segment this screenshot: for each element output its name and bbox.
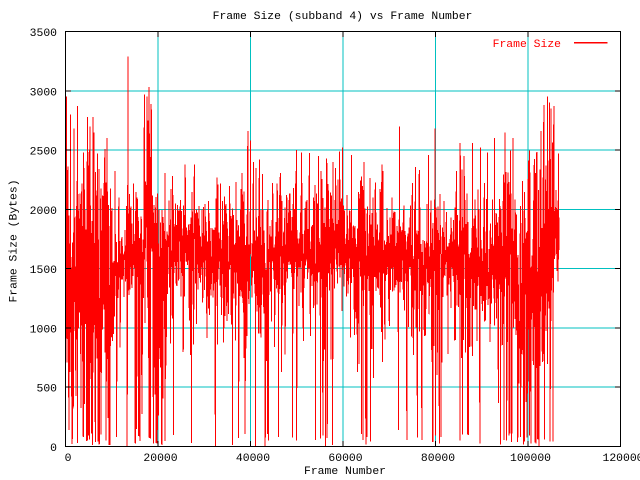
svg-text:40000: 40000 <box>236 453 270 465</box>
svg-text:1500: 1500 <box>30 265 58 277</box>
svg-text:100000: 100000 <box>510 453 551 465</box>
svg-text:Frame Size (subband 4) vs Fram: Frame Size (subband 4) vs Frame Number <box>213 11 473 23</box>
svg-text:500: 500 <box>36 384 57 396</box>
svg-text:0: 0 <box>65 453 72 465</box>
svg-text:120000: 120000 <box>602 453 640 465</box>
svg-text:Frame Size (Bytes): Frame Size (Bytes) <box>9 179 21 302</box>
svg-text:1000: 1000 <box>30 324 58 336</box>
svg-text:80000: 80000 <box>421 453 455 465</box>
svg-text:0: 0 <box>50 443 57 455</box>
svg-text:3500: 3500 <box>30 28 58 40</box>
svg-text:2500: 2500 <box>30 147 58 159</box>
svg-text:60000: 60000 <box>328 453 362 465</box>
svg-text:3000: 3000 <box>30 87 58 99</box>
svg-text:20000: 20000 <box>143 453 177 465</box>
svg-text:2000: 2000 <box>30 206 58 218</box>
svg-text:Frame Number: Frame Number <box>304 466 386 478</box>
svg-text:Frame Size: Frame Size <box>493 39 562 51</box>
